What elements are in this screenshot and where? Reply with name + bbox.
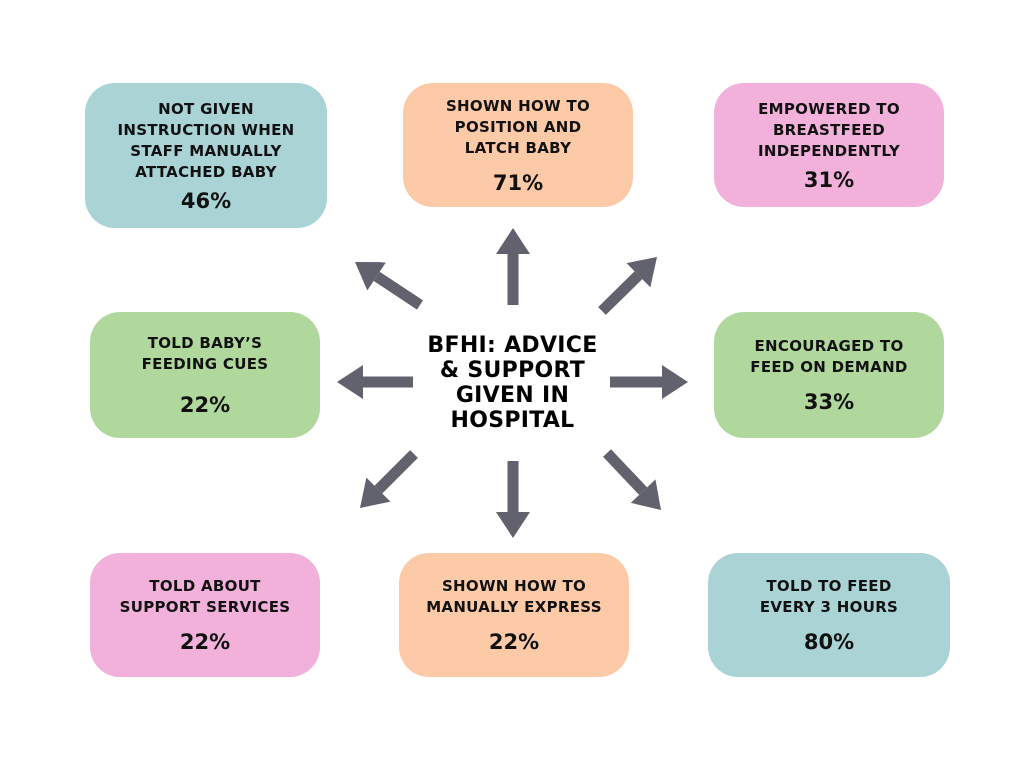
arrow-down-left-icon: [360, 450, 418, 508]
box-value: 80%: [803, 630, 855, 654]
arrow-down-icon: [496, 461, 530, 538]
box-manually-express: SHOWN HOW TO MANUALLY EXPRESS 22%: [399, 553, 629, 677]
box-label: SHOWN HOW TO POSITION AND LATCH BABY: [445, 96, 591, 157]
box-value: 22%: [179, 393, 231, 417]
box-value: 22%: [488, 630, 540, 654]
box-feed-every-3-hours: TOLD TO FEED EVERY 3 HOURS 80%: [708, 553, 950, 677]
box-value: 33%: [803, 390, 855, 414]
box-label: EMPOWERED TO BREASTFEED INDEPENDENTLY: [757, 99, 901, 160]
box-label: ENCOURAGED TO FEED ON DEMAND: [750, 337, 908, 376]
center-title: BFHI: ADVICE & SUPPORT GIVEN IN HOSPITAL: [427, 333, 598, 433]
box-support-services: TOLD ABOUT SUPPORT SERVICES 22%: [90, 553, 320, 677]
box-label: TOLD ABOUT SUPPORT SERVICES: [119, 577, 291, 616]
arrow-up-left-icon: [355, 262, 424, 310]
box-feed-on-demand: ENCOURAGED TO FEED ON DEMAND 33%: [714, 312, 944, 438]
arrow-right-icon: [610, 365, 688, 399]
box-label: SHOWN HOW TO MANUALLY EXPRESS: [426, 577, 602, 616]
arrow-up-icon: [496, 228, 530, 305]
box-label: TOLD BABY’S FEEDING CUES: [141, 334, 269, 373]
box-value: 31%: [803, 167, 855, 192]
box-not-given-instruction: NOT GIVEN INSTRUCTION WHEN STAFF MANUALL…: [85, 83, 327, 228]
box-empowered: EMPOWERED TO BREASTFEED INDEPENDENTLY 31…: [714, 83, 944, 207]
box-position-latch: SHOWN HOW TO POSITION AND LATCH BABY 71%: [403, 83, 633, 207]
box-value: 46%: [180, 188, 232, 213]
box-feeding-cues: TOLD BABY’S FEEDING CUES 22%: [90, 312, 320, 438]
arrow-left-icon: [337, 365, 413, 399]
arrow-up-right-icon: [598, 257, 657, 315]
box-value: 71%: [492, 170, 544, 195]
box-label: TOLD TO FEED EVERY 3 HOURS: [759, 577, 899, 616]
box-label: NOT GIVEN INSTRUCTION WHEN STAFF MANUALL…: [117, 99, 295, 181]
box-value: 22%: [179, 630, 231, 654]
arrow-down-right-icon: [603, 449, 661, 510]
